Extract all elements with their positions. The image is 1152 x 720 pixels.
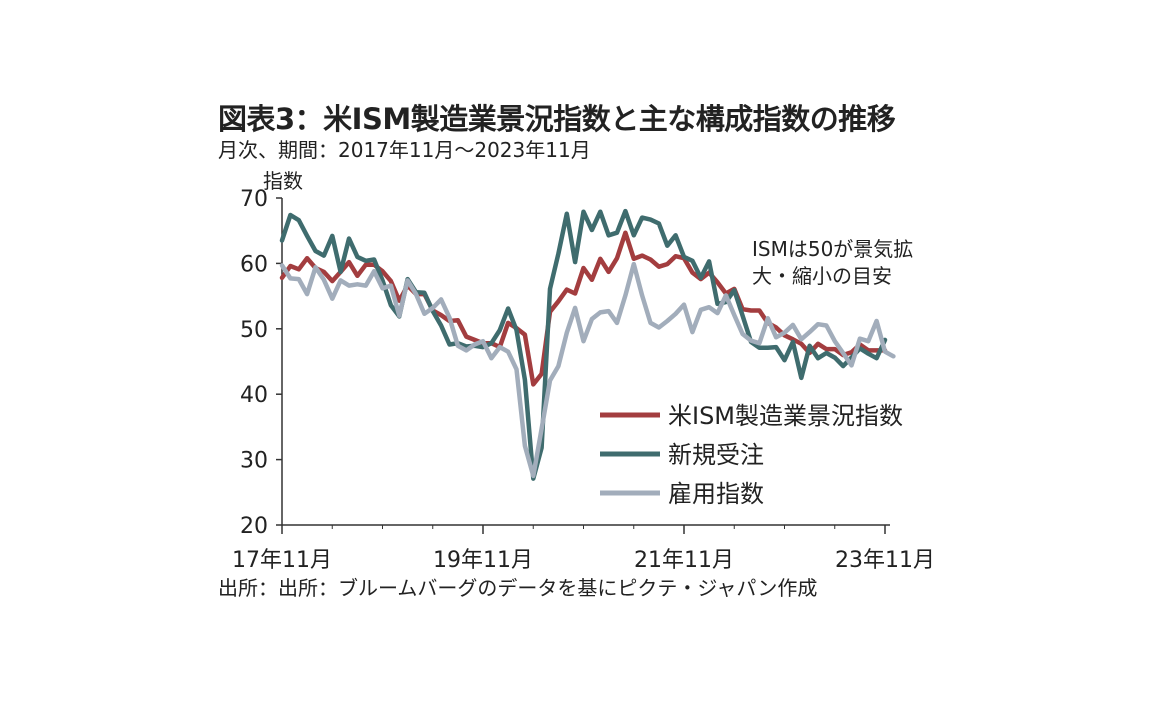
source-note: 出所：出所：ブルームバーグのデータを基にピクテ・ジャパン作成: [218, 576, 818, 600]
x-tick-label: 23年11月: [835, 548, 935, 573]
y-tick-label: 40: [240, 383, 268, 408]
annotation-text: 大・縮小の目安: [752, 264, 892, 288]
x-tick-label: 19年11月: [433, 548, 533, 573]
legend-label: 米ISM製造業景況指数: [668, 402, 903, 430]
y-tick-label: 30: [240, 449, 268, 474]
y-tick-label: 20: [240, 514, 268, 539]
series-line-3: [279, 261, 896, 479]
chart-subtitle: 月次、期間：2017年11月～2023年11月: [218, 138, 591, 162]
y-tick-label: 50: [240, 318, 268, 343]
legend-label: 雇用指数: [668, 480, 764, 508]
series-line-2: [279, 208, 888, 481]
series-line-1: [279, 230, 888, 387]
x-tick-label: 21年11月: [634, 548, 734, 573]
chart-title: 図表3：米ISM製造業景況指数と主な構成指数の推移: [218, 102, 896, 136]
y-tick-label: 70: [240, 187, 268, 212]
y-tick-label: 60: [240, 252, 268, 277]
y-axis-label: 指数: [263, 169, 303, 193]
x-tick-label: 17年11月: [232, 548, 332, 573]
annotation-text: ISMは50が景気拡: [752, 237, 913, 261]
legend-label: 新規受注: [668, 441, 764, 469]
